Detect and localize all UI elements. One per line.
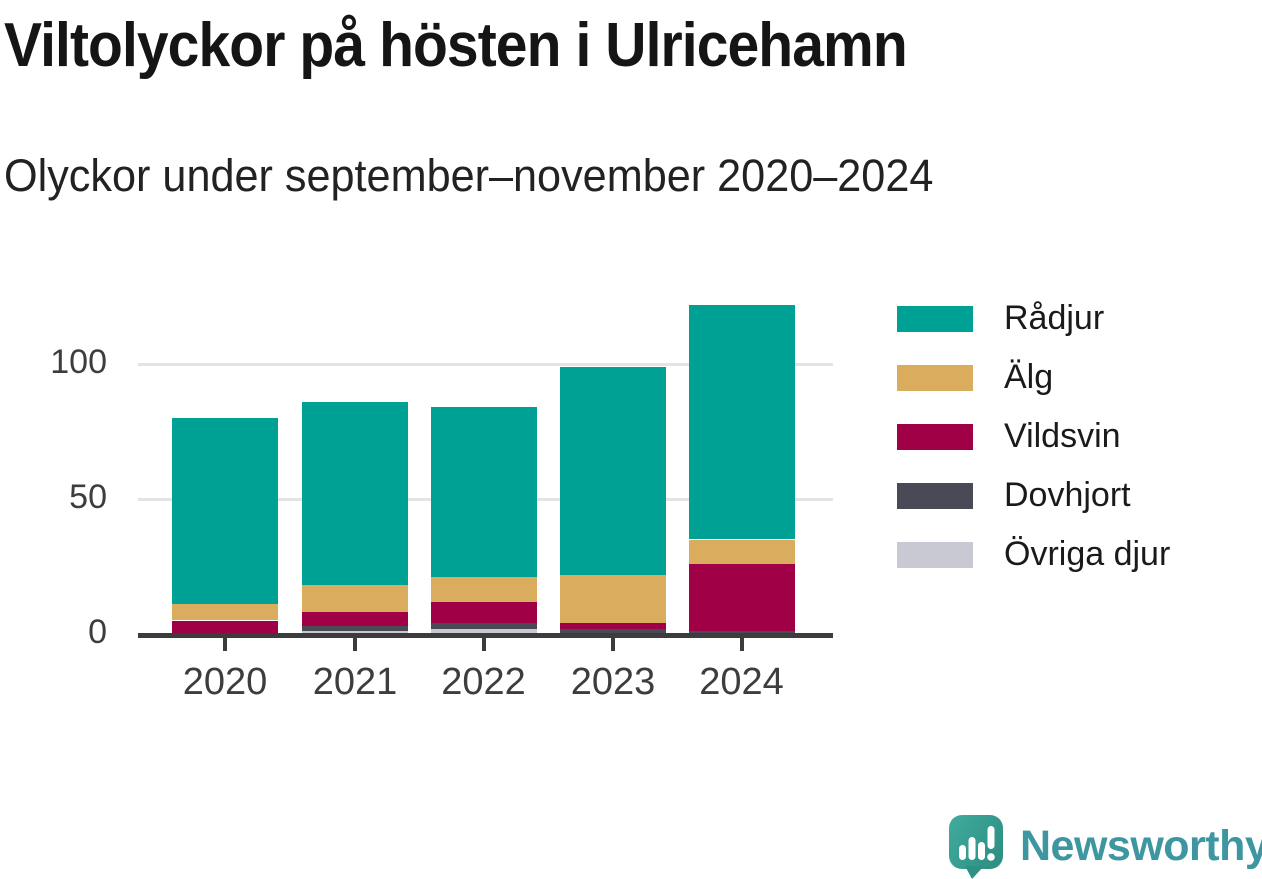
bar-2022-Älg <box>430 577 537 602</box>
y-axis-label-100: 100 <box>50 343 107 381</box>
bar-2022-Rådjur <box>430 407 537 578</box>
bar-2021-Vildsvin <box>302 612 408 626</box>
x-tick-2020 <box>223 637 227 651</box>
legend-item-Rådjur: Rådjur <box>897 289 1170 348</box>
x-tick-2024 <box>739 637 744 651</box>
chart-title: Viltolyckor på hösten i Ulricehamn <box>4 11 908 80</box>
bar-2023-Älg <box>560 574 666 624</box>
bar-2023-Rådjur <box>560 366 666 575</box>
legend-swatch <box>897 541 973 568</box>
legend-swatch <box>897 482 973 509</box>
bar-2020-Vildsvin <box>172 620 278 634</box>
x-axis-label-2022: 2022 <box>441 661 526 703</box>
bar-2024-Rådjur <box>688 304 795 540</box>
legend-item-Dovhjort: Dovhjort <box>897 466 1170 525</box>
legend-item-Vildsvin: Vildsvin <box>897 407 1170 466</box>
x-tick-2022 <box>481 637 486 651</box>
legend-label: Övriga djur <box>1004 535 1171 573</box>
legend-label: Älg <box>1004 358 1054 396</box>
chart-subtitle: Olyckor under september–november 2020–20… <box>4 150 934 201</box>
bar-2022-Dovhjort <box>430 623 537 629</box>
bar-2023-Dovhjort <box>560 628 666 634</box>
bar-2020-Älg <box>172 604 278 621</box>
bar-2022-Övriga djur <box>430 628 537 634</box>
legend-item-Övriga djur: Övriga djur <box>897 525 1170 584</box>
bar-2021-Älg <box>302 585 408 613</box>
bar-2021-Övriga djur <box>302 631 408 634</box>
bar-2024-Älg <box>688 539 795 564</box>
bar-2023-Vildsvin <box>560 623 666 629</box>
newsworthy-logo: Newsworthy <box>948 814 1262 879</box>
legend-label: Vildsvin <box>1004 417 1121 455</box>
x-axis-label-2021: 2021 <box>312 661 398 703</box>
newsworthy-bubble-icon <box>949 815 1003 879</box>
gridline-100 <box>138 362 833 366</box>
legend-item-Älg: Älg <box>897 348 1170 407</box>
legend-swatch <box>897 305 973 332</box>
legend-swatch <box>897 423 973 450</box>
x-axis-label-2020: 2020 <box>182 661 268 703</box>
x-axis-label-2023: 2023 <box>570 661 656 703</box>
newsworthy-wordmark: Newsworthy <box>1020 822 1262 870</box>
legend: Rådjur Älg Vildsvin Dovhjort Övriga djur <box>897 289 1170 584</box>
legend-label: Dovhjort <box>1004 476 1131 514</box>
bar-2021-Dovhjort <box>302 625 408 632</box>
x-tick-2023 <box>611 637 615 651</box>
x-axis-line <box>138 633 833 638</box>
bar-2020-Rådjur <box>172 418 278 605</box>
legend-swatch <box>897 364 973 391</box>
bar-2021-Rådjur <box>302 401 408 586</box>
x-axis-label-2024: 2024 <box>699 661 784 703</box>
y-axis-label-50: 50 <box>69 478 107 516</box>
x-tick-2021 <box>353 637 357 651</box>
bar-2024-Dovhjort <box>688 631 795 634</box>
bar-2024-Vildsvin <box>688 563 795 632</box>
bar-2022-Vildsvin <box>430 601 537 624</box>
y-axis-label-0: 0 <box>88 613 107 651</box>
legend-label: Rådjur <box>1004 299 1105 337</box>
